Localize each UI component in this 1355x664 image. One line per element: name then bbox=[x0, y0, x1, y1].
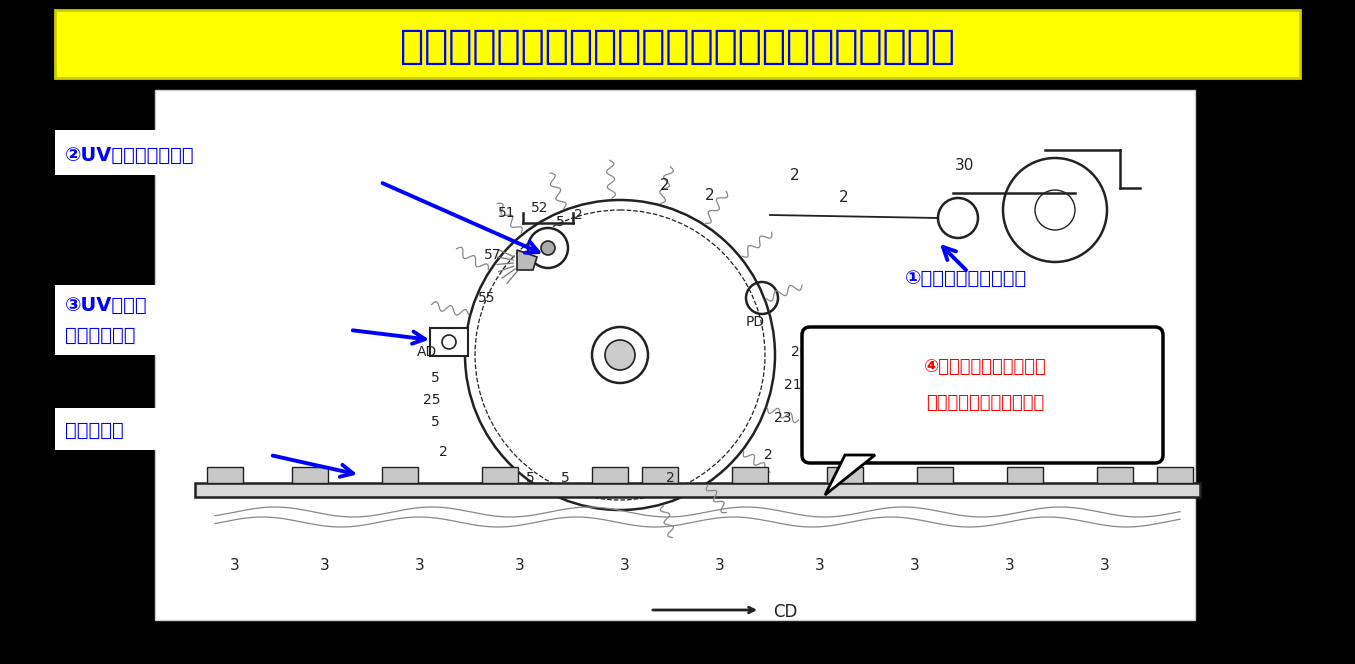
Bar bbox=[732, 467, 768, 483]
Bar bbox=[154, 90, 1195, 620]
Bar bbox=[56, 130, 314, 175]
Text: 3: 3 bbox=[230, 558, 240, 572]
Circle shape bbox=[541, 241, 556, 255]
Bar bbox=[482, 467, 518, 483]
Text: 3: 3 bbox=[515, 558, 524, 572]
Text: 51: 51 bbox=[499, 206, 516, 220]
Text: ①金属箔を供給・裁断: ①金属箔を供給・裁断 bbox=[905, 268, 1027, 288]
Text: 3: 3 bbox=[415, 558, 425, 572]
Text: トヨタ・東亜合成の出願に記載された電極製造工程: トヨタ・東亜合成の出願に記載された電極製造工程 bbox=[400, 27, 954, 67]
Text: 5: 5 bbox=[431, 371, 439, 385]
Text: 20: 20 bbox=[791, 345, 809, 359]
Text: 2: 2 bbox=[839, 189, 848, 205]
Bar bbox=[1157, 467, 1192, 483]
Polygon shape bbox=[518, 250, 537, 270]
Text: 5: 5 bbox=[526, 471, 534, 485]
Circle shape bbox=[604, 340, 635, 370]
Text: 2: 2 bbox=[705, 187, 715, 203]
Text: 2: 2 bbox=[790, 167, 799, 183]
Polygon shape bbox=[825, 455, 875, 495]
Text: 2: 2 bbox=[764, 448, 772, 462]
Text: 30: 30 bbox=[955, 157, 974, 173]
Text: CD: CD bbox=[772, 603, 797, 621]
Bar bbox=[592, 467, 627, 483]
Text: 5: 5 bbox=[561, 471, 569, 485]
Text: 2: 2 bbox=[439, 445, 447, 459]
Text: 硬化反応開始: 硬化反応開始 bbox=[65, 325, 136, 345]
Text: ④金属箔と電極活物質が: ④金属箔と電極活物質が bbox=[924, 358, 1046, 376]
Text: PD: PD bbox=[745, 315, 764, 329]
Text: ③UV照射で: ③UV照射で bbox=[65, 295, 148, 315]
Bar bbox=[430, 328, 467, 356]
Text: 5: 5 bbox=[431, 415, 439, 429]
Text: 3: 3 bbox=[911, 558, 920, 572]
Bar bbox=[1098, 467, 1133, 483]
Text: 3: 3 bbox=[320, 558, 329, 572]
Circle shape bbox=[528, 228, 568, 268]
Text: 2: 2 bbox=[665, 471, 675, 485]
Text: 25: 25 bbox=[423, 393, 440, 407]
Bar bbox=[56, 10, 1299, 78]
FancyBboxPatch shape bbox=[802, 327, 1163, 463]
Text: 接着され、電極ができる: 接着され、電極ができる bbox=[925, 394, 1045, 412]
Bar bbox=[642, 467, 678, 483]
Bar bbox=[291, 467, 328, 483]
Text: 21: 21 bbox=[785, 378, 802, 392]
Bar bbox=[56, 408, 230, 450]
Bar bbox=[56, 285, 290, 355]
Text: 2: 2 bbox=[573, 208, 583, 222]
Text: 55: 55 bbox=[478, 291, 496, 305]
Text: 5: 5 bbox=[556, 215, 565, 229]
Bar bbox=[195, 483, 1201, 497]
Text: ②UV硬化樹脂を塗る: ②UV硬化樹脂を塗る bbox=[65, 145, 195, 165]
Circle shape bbox=[592, 327, 648, 383]
Text: 3: 3 bbox=[715, 558, 725, 572]
Text: 3: 3 bbox=[1005, 558, 1015, 572]
Text: 23: 23 bbox=[774, 411, 791, 425]
Text: 57: 57 bbox=[484, 248, 501, 262]
Text: 3: 3 bbox=[1100, 558, 1110, 572]
Text: 3: 3 bbox=[816, 558, 825, 572]
Bar bbox=[827, 467, 863, 483]
Bar bbox=[207, 467, 243, 483]
Text: 3: 3 bbox=[621, 558, 630, 572]
Bar bbox=[382, 467, 417, 483]
Text: AD: AD bbox=[417, 345, 438, 359]
Bar bbox=[917, 467, 953, 483]
Bar bbox=[1007, 467, 1043, 483]
Text: 2: 2 bbox=[660, 177, 669, 193]
Text: 52: 52 bbox=[531, 201, 549, 215]
Text: 電極活物質: 電極活物質 bbox=[65, 420, 123, 440]
